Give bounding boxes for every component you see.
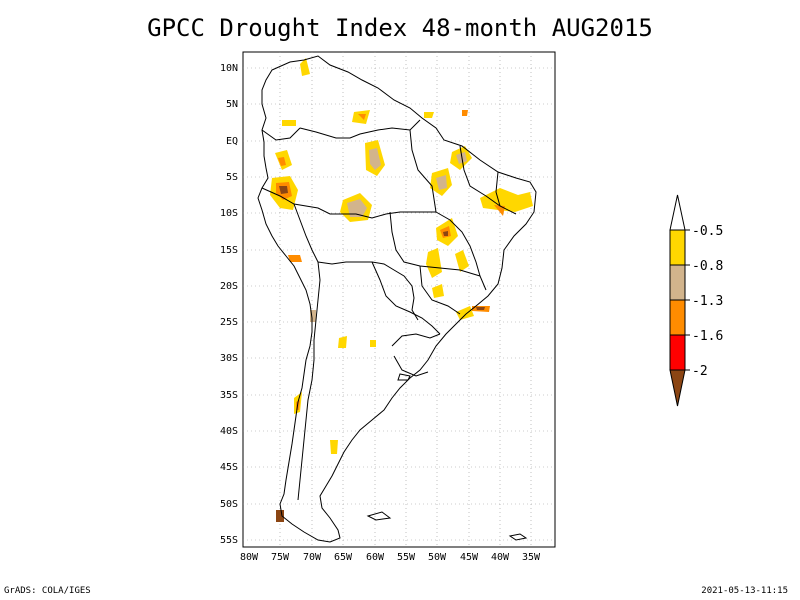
drought-patches <box>270 58 533 522</box>
patch-yellow <box>455 250 469 272</box>
legend-label: -0.8 <box>692 259 723 274</box>
lat-tick-labels: 10N 5N EQ 5S 10S 15S 20S 25S 30S 35S 40S… <box>220 63 238 546</box>
lat-tick: 45S <box>220 462 238 473</box>
south-america-coastline <box>257 55 537 543</box>
patch-orange <box>358 114 366 120</box>
footer-timestamp: 2021-05-13-11:15 <box>701 586 788 596</box>
legend-band <box>669 334 686 371</box>
country-border <box>299 119 421 139</box>
patch-yellow <box>432 284 444 298</box>
legend-labels: -0.5 -0.8 -1.3 -1.6 -2 <box>692 224 723 379</box>
legend-band <box>669 264 686 301</box>
lat-tick: 10S <box>220 208 238 219</box>
patch-yellow <box>424 112 434 118</box>
lon-tick: 65W <box>334 552 353 563</box>
lon-tick-labels: 80W 75W 70W 65W 60W 55W 50W 45W 40W 35W <box>240 552 541 563</box>
state-borders <box>459 145 517 215</box>
lon-tick: 45W <box>460 552 479 563</box>
country-border <box>293 203 319 263</box>
patch-tan <box>347 199 367 217</box>
lat-tick: 25S <box>220 317 238 328</box>
map-frame <box>242 51 556 548</box>
island <box>366 511 392 521</box>
lon-tick: 50W <box>428 552 447 563</box>
lon-tick: 80W <box>240 552 259 563</box>
country-border <box>371 261 441 335</box>
legend-label: -0.5 <box>692 224 723 239</box>
patch-brown <box>476 307 485 310</box>
island <box>508 533 528 541</box>
patch-yellow <box>300 58 310 76</box>
patch-brown <box>279 186 288 194</box>
coastlines-borders <box>257 55 537 543</box>
legend-arrow-top <box>669 194 686 231</box>
lat-tick: 40S <box>220 426 238 437</box>
legend-band <box>669 299 686 336</box>
footer-credit: GrADS: COLA/IGES <box>4 586 91 596</box>
legend-band <box>669 229 686 266</box>
lat-tick: EQ <box>226 136 238 147</box>
patch-yellow <box>330 440 338 454</box>
state-borders <box>495 171 501 207</box>
patch-brown <box>443 231 448 236</box>
patch-orange <box>278 157 286 166</box>
patch-yellow <box>282 120 296 126</box>
patch-tan <box>436 175 447 190</box>
lon-tick: 60W <box>366 552 385 563</box>
legend-label: -1.3 <box>692 294 723 309</box>
legend-colorbar <box>669 194 690 407</box>
lat-tick: 50S <box>220 499 238 510</box>
lat-tick: 5N <box>226 99 238 110</box>
patch-yellow <box>480 188 533 212</box>
legend-arrow-bottom <box>669 369 686 407</box>
patch-orange <box>288 255 302 262</box>
country-border <box>391 333 441 347</box>
country-border <box>261 127 301 141</box>
island <box>397 373 411 381</box>
state-borders <box>409 129 437 213</box>
legend-label: -2 <box>692 364 708 379</box>
patch-orange <box>494 205 505 216</box>
lat-tick: 5S <box>226 172 238 183</box>
patch-yellow <box>370 340 376 347</box>
patch-orange <box>462 110 468 116</box>
patch-yellow <box>456 306 474 320</box>
state-borders <box>419 265 461 315</box>
country-border <box>297 261 321 501</box>
lat-tick: 10N <box>220 63 238 74</box>
lon-tick: 35W <box>522 552 541 563</box>
country-border <box>393 355 429 377</box>
legend-label: -1.6 <box>692 329 723 344</box>
patch-yellow <box>338 336 347 348</box>
lat-tick: 30S <box>220 353 238 364</box>
gridlines <box>243 52 555 547</box>
lon-tick: 40W <box>491 552 510 563</box>
lat-tick: 35S <box>220 390 238 401</box>
patch-yellow <box>426 248 442 278</box>
lat-tick: 55S <box>220 535 238 546</box>
lat-tick: 20S <box>220 281 238 292</box>
map-title: GPCC Drought Index 48-month AUG2015 <box>147 14 653 42</box>
lat-tick: 15S <box>220 245 238 256</box>
lon-tick: 55W <box>397 552 416 563</box>
lon-tick: 75W <box>271 552 290 563</box>
country-border <box>317 261 419 321</box>
patch-tan <box>369 148 381 170</box>
state-borders <box>389 211 481 277</box>
lon-tick: 70W <box>303 552 322 563</box>
